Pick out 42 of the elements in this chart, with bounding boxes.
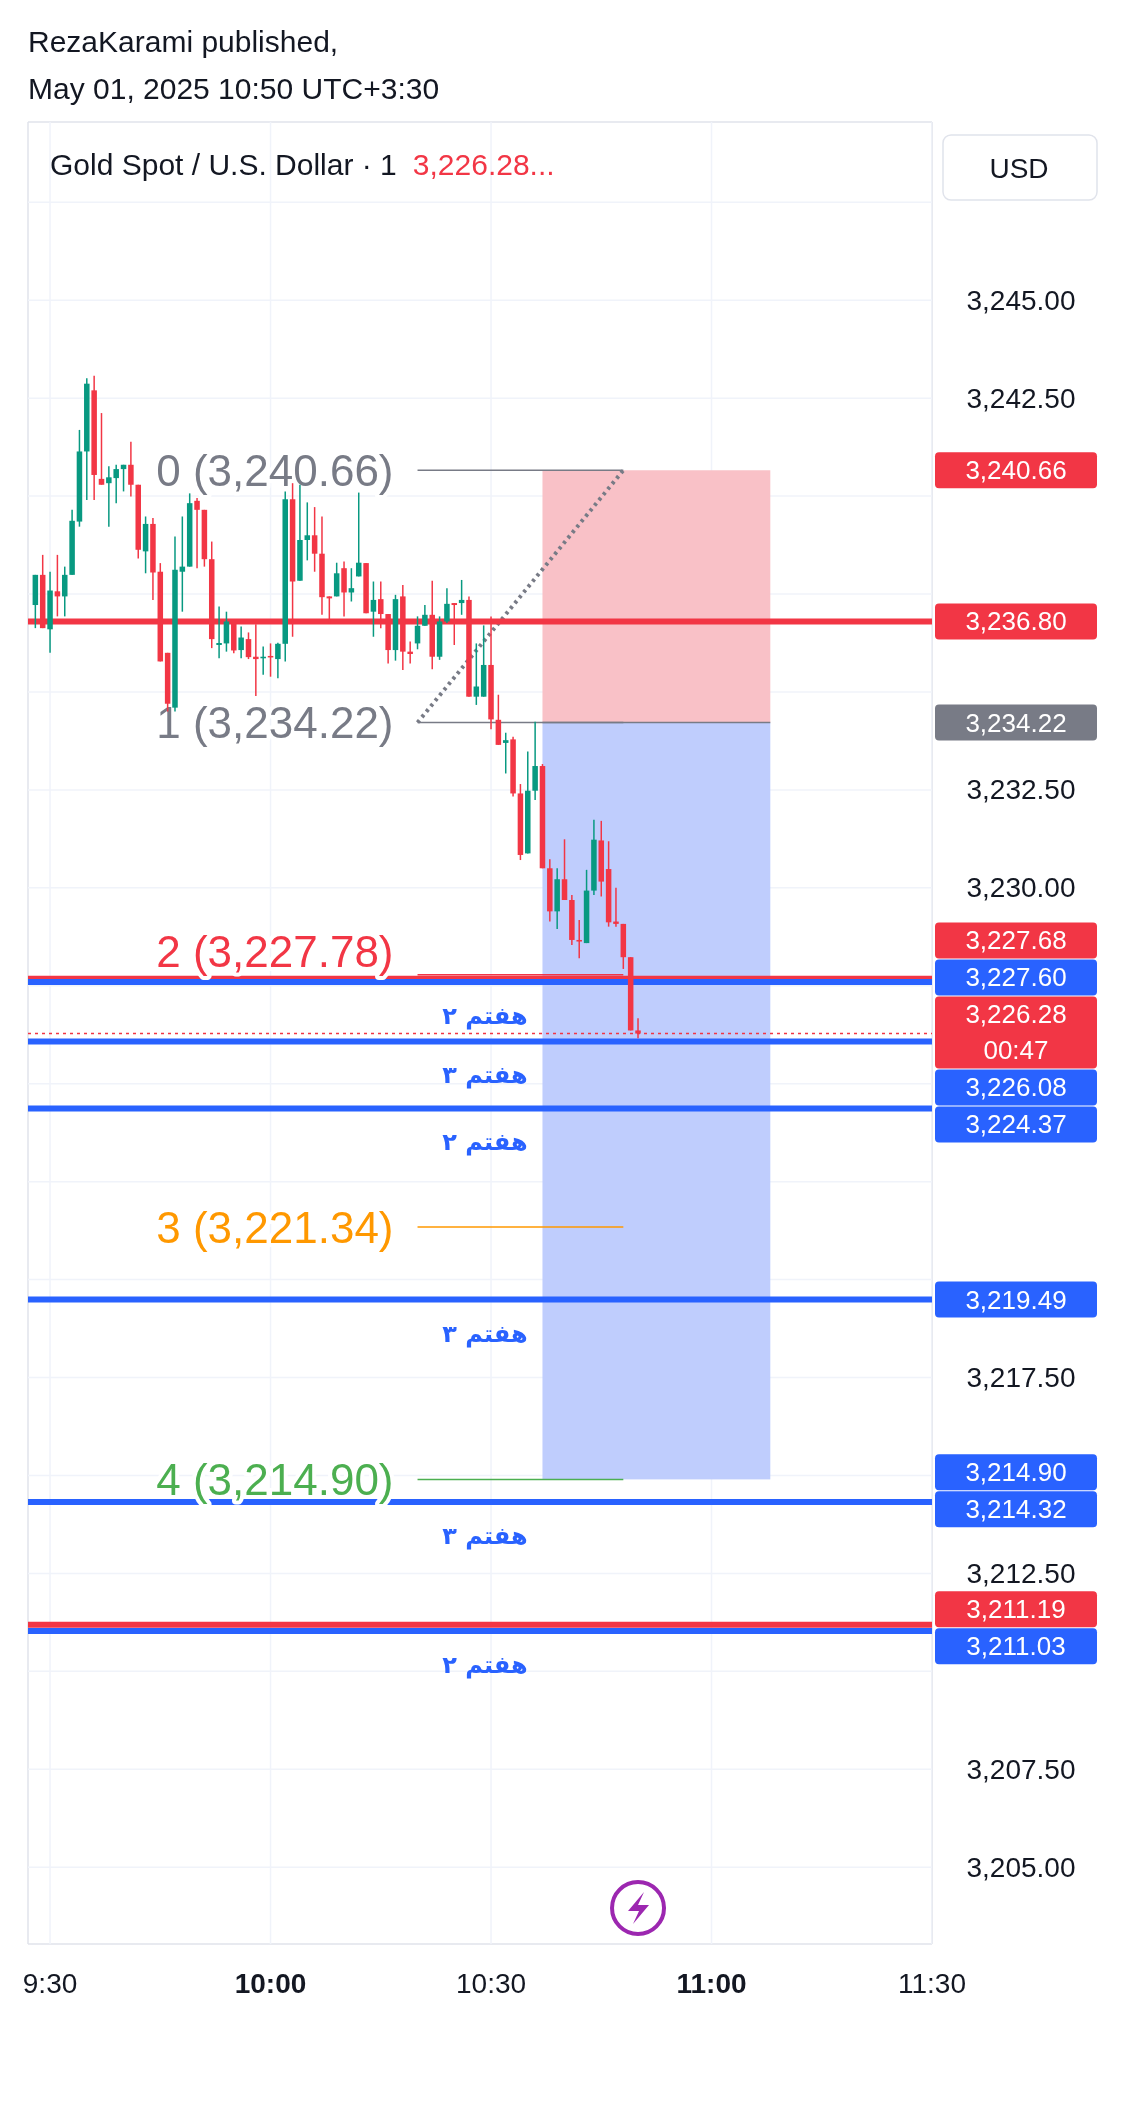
ref-line-label: 3,214.32: [965, 1494, 1067, 1525]
x-tick-label: 10:30: [455, 1967, 527, 1999]
ref-line-label: 3,211.19: [966, 1594, 1066, 1625]
ref-line-label: 3,227.60: [965, 962, 1067, 993]
y-tick-label: 3,245.00: [966, 284, 1076, 316]
text: RezaKarami published,: [28, 25, 339, 58]
y-tick-label: 3,242.50: [966, 382, 1076, 414]
y-tick-label: 3,205.00: [966, 1851, 1076, 1883]
x-tick-label: 10:00: [234, 1967, 307, 1999]
text: 3,226.28...: [412, 147, 555, 181]
annotation: 0 (3,240.66): [156, 445, 394, 495]
x-tick-label: 11:30: [898, 1967, 966, 1999]
annotation: 4 (3,214.90): [156, 1454, 394, 1504]
ref-line-label: 3,224.37: [965, 1109, 1067, 1140]
ref-line-label: 3,219.49: [965, 1284, 1067, 1315]
text: May 01, 2025 10:50 UTC+3:30: [28, 72, 440, 105]
ref-line-label: 3,236.80: [965, 606, 1067, 637]
y-tick-label: 3,232.50: [966, 774, 1076, 806]
annotation: هفتم ۳: [442, 1061, 528, 1090]
ref-line-label: 3,211.03: [966, 1631, 1066, 1662]
y-tick-label: 3,230.00: [966, 872, 1076, 904]
annotation: هفتم ۲: [442, 1001, 528, 1030]
y-tick-label: 3,217.50: [966, 1362, 1076, 1394]
annotation: هفتم ۲: [442, 1128, 528, 1157]
x-tick-label: 9:30: [22, 1967, 78, 1999]
ref-line-label: 3,227.68: [965, 925, 1067, 956]
text: Gold Spot / U.S. Dollar · 1: [50, 147, 397, 181]
annotation: هفتم ۳: [442, 1522, 528, 1551]
y2-tick-label: 3,214.90: [965, 1457, 1067, 1488]
annotation: 3 (3,221.34): [156, 1202, 394, 1252]
y-axis-title: USD: [989, 152, 1049, 184]
annotation: 1 (3,234.22): [156, 698, 394, 748]
x-tick-label: 11:00: [676, 1967, 747, 1999]
annotation: هفتم ۲: [442, 1651, 528, 1679]
annotation: 2 (3,227.78): [156, 926, 394, 976]
ref-line-label: 3,226.28 00:47: [965, 999, 1067, 1066]
ref-line-label: 3,226.08: [965, 1072, 1067, 1103]
annotation: هفتم ۳: [442, 1319, 528, 1348]
y2-tick-label: 3,234.22: [965, 707, 1067, 738]
y-tick-label: 3,207.50: [966, 1753, 1076, 1785]
y2-tick-label: 3,240.66: [965, 455, 1067, 486]
y-tick-label: 3,212.50: [966, 1557, 1076, 1589]
